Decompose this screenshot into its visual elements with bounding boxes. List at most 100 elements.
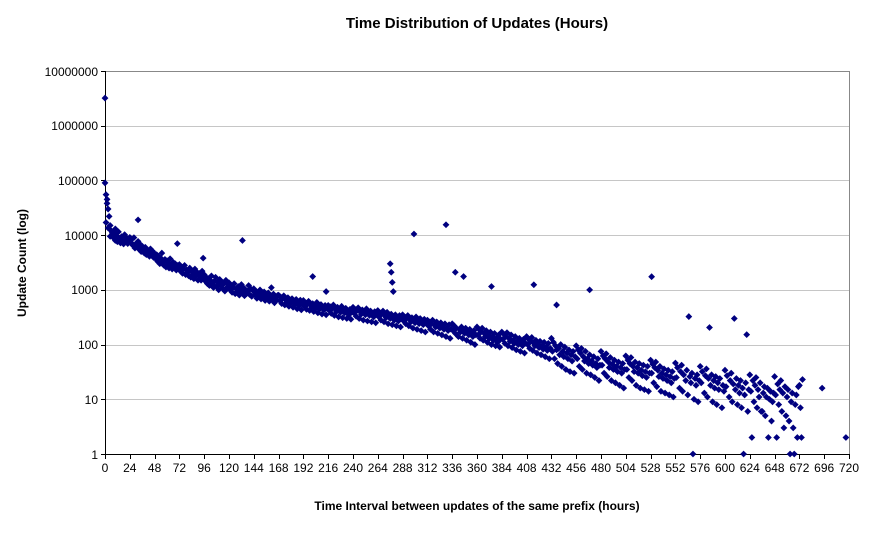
y-tick-label: 10 <box>84 392 98 407</box>
data-point <box>765 434 772 441</box>
x-tick-label: 432 <box>541 461 562 475</box>
x-tick-mark <box>625 455 627 459</box>
data-point <box>387 268 395 276</box>
data-point <box>689 450 697 458</box>
data-point <box>727 369 735 377</box>
data-point <box>103 200 111 207</box>
data-point <box>248 292 256 300</box>
x-tick-label: 264 <box>367 461 388 475</box>
data-point <box>322 288 330 295</box>
data-point <box>554 360 561 367</box>
data-point <box>434 330 442 337</box>
data-point <box>545 355 553 363</box>
data-point <box>496 343 504 351</box>
data-point <box>275 291 282 299</box>
data-point <box>239 237 246 244</box>
x-tick-mark <box>526 455 528 459</box>
data-point <box>701 372 709 380</box>
data-point <box>630 368 638 376</box>
x-tick-label: 504 <box>615 461 636 475</box>
data-point <box>748 434 756 441</box>
y-tick-label: 100000 <box>57 173 98 188</box>
data-point <box>577 345 585 352</box>
x-tick-label: 192 <box>293 461 314 475</box>
data-point <box>372 319 380 327</box>
data-point <box>598 361 606 369</box>
data-point <box>706 324 713 331</box>
data-point <box>789 424 797 432</box>
data-point <box>199 254 207 262</box>
data-point <box>518 338 525 346</box>
data-point <box>768 417 775 425</box>
data-points-layer <box>101 94 850 458</box>
data-point <box>685 313 693 320</box>
data-point <box>457 328 464 336</box>
x-tick-label: 672 <box>789 461 810 475</box>
data-point <box>397 323 404 331</box>
data-point <box>643 374 650 381</box>
data-point <box>544 340 552 347</box>
y-tick-mark <box>101 180 105 182</box>
x-tick-label: 408 <box>516 461 537 475</box>
y-tick-label: 100 <box>77 338 98 353</box>
data-point <box>667 379 675 387</box>
data-point <box>796 381 803 389</box>
data-point <box>138 242 146 250</box>
data-point <box>587 371 595 379</box>
data-point <box>799 376 806 383</box>
data-point <box>460 273 467 280</box>
data-point <box>734 401 741 408</box>
data-point <box>565 346 573 354</box>
data-point <box>628 377 636 384</box>
data-point <box>648 369 656 377</box>
data-point <box>772 391 780 399</box>
data-point <box>653 383 661 391</box>
data-point <box>688 369 696 377</box>
data-point <box>660 365 668 373</box>
data-point <box>647 356 654 364</box>
x-axis-line <box>101 454 850 455</box>
x-tick-mark <box>551 455 553 459</box>
x-tick-label: 288 <box>392 461 413 475</box>
data-point <box>142 251 150 259</box>
data-point <box>783 393 791 401</box>
x-tick-label: 456 <box>566 461 587 475</box>
data-point <box>792 391 800 399</box>
data-point <box>645 387 652 395</box>
data-point <box>779 389 787 397</box>
data-point <box>329 301 337 309</box>
data-point <box>754 386 762 394</box>
data-point <box>770 389 777 397</box>
x-tick-label: 360 <box>466 461 488 475</box>
data-point <box>747 387 755 395</box>
data-point <box>668 368 676 376</box>
x-tick-mark <box>849 455 850 459</box>
x-tick-label: 624 <box>739 461 760 475</box>
data-point <box>775 401 783 408</box>
data-point <box>797 404 804 412</box>
data-point <box>386 260 394 268</box>
data-point <box>105 213 113 220</box>
data-point <box>482 327 490 335</box>
data-point <box>379 307 387 315</box>
data-point <box>669 393 677 401</box>
y-tick-mark <box>101 399 105 401</box>
x-tick-mark <box>105 455 106 459</box>
data-point <box>498 328 506 336</box>
data-point <box>289 303 297 311</box>
x-tick-mark <box>278 455 280 459</box>
data-point <box>410 316 418 324</box>
data-point <box>102 219 110 226</box>
data-point <box>722 383 730 391</box>
data-point <box>421 328 429 336</box>
data-point <box>659 375 667 382</box>
x-tick-label: 384 <box>491 461 512 475</box>
data-point <box>230 280 238 288</box>
x-tick-mark <box>675 455 677 459</box>
data-point <box>240 284 247 291</box>
data-point <box>715 386 723 394</box>
data-point <box>603 373 611 380</box>
data-point <box>750 398 758 406</box>
data-point <box>116 234 123 242</box>
data-point <box>697 379 705 387</box>
